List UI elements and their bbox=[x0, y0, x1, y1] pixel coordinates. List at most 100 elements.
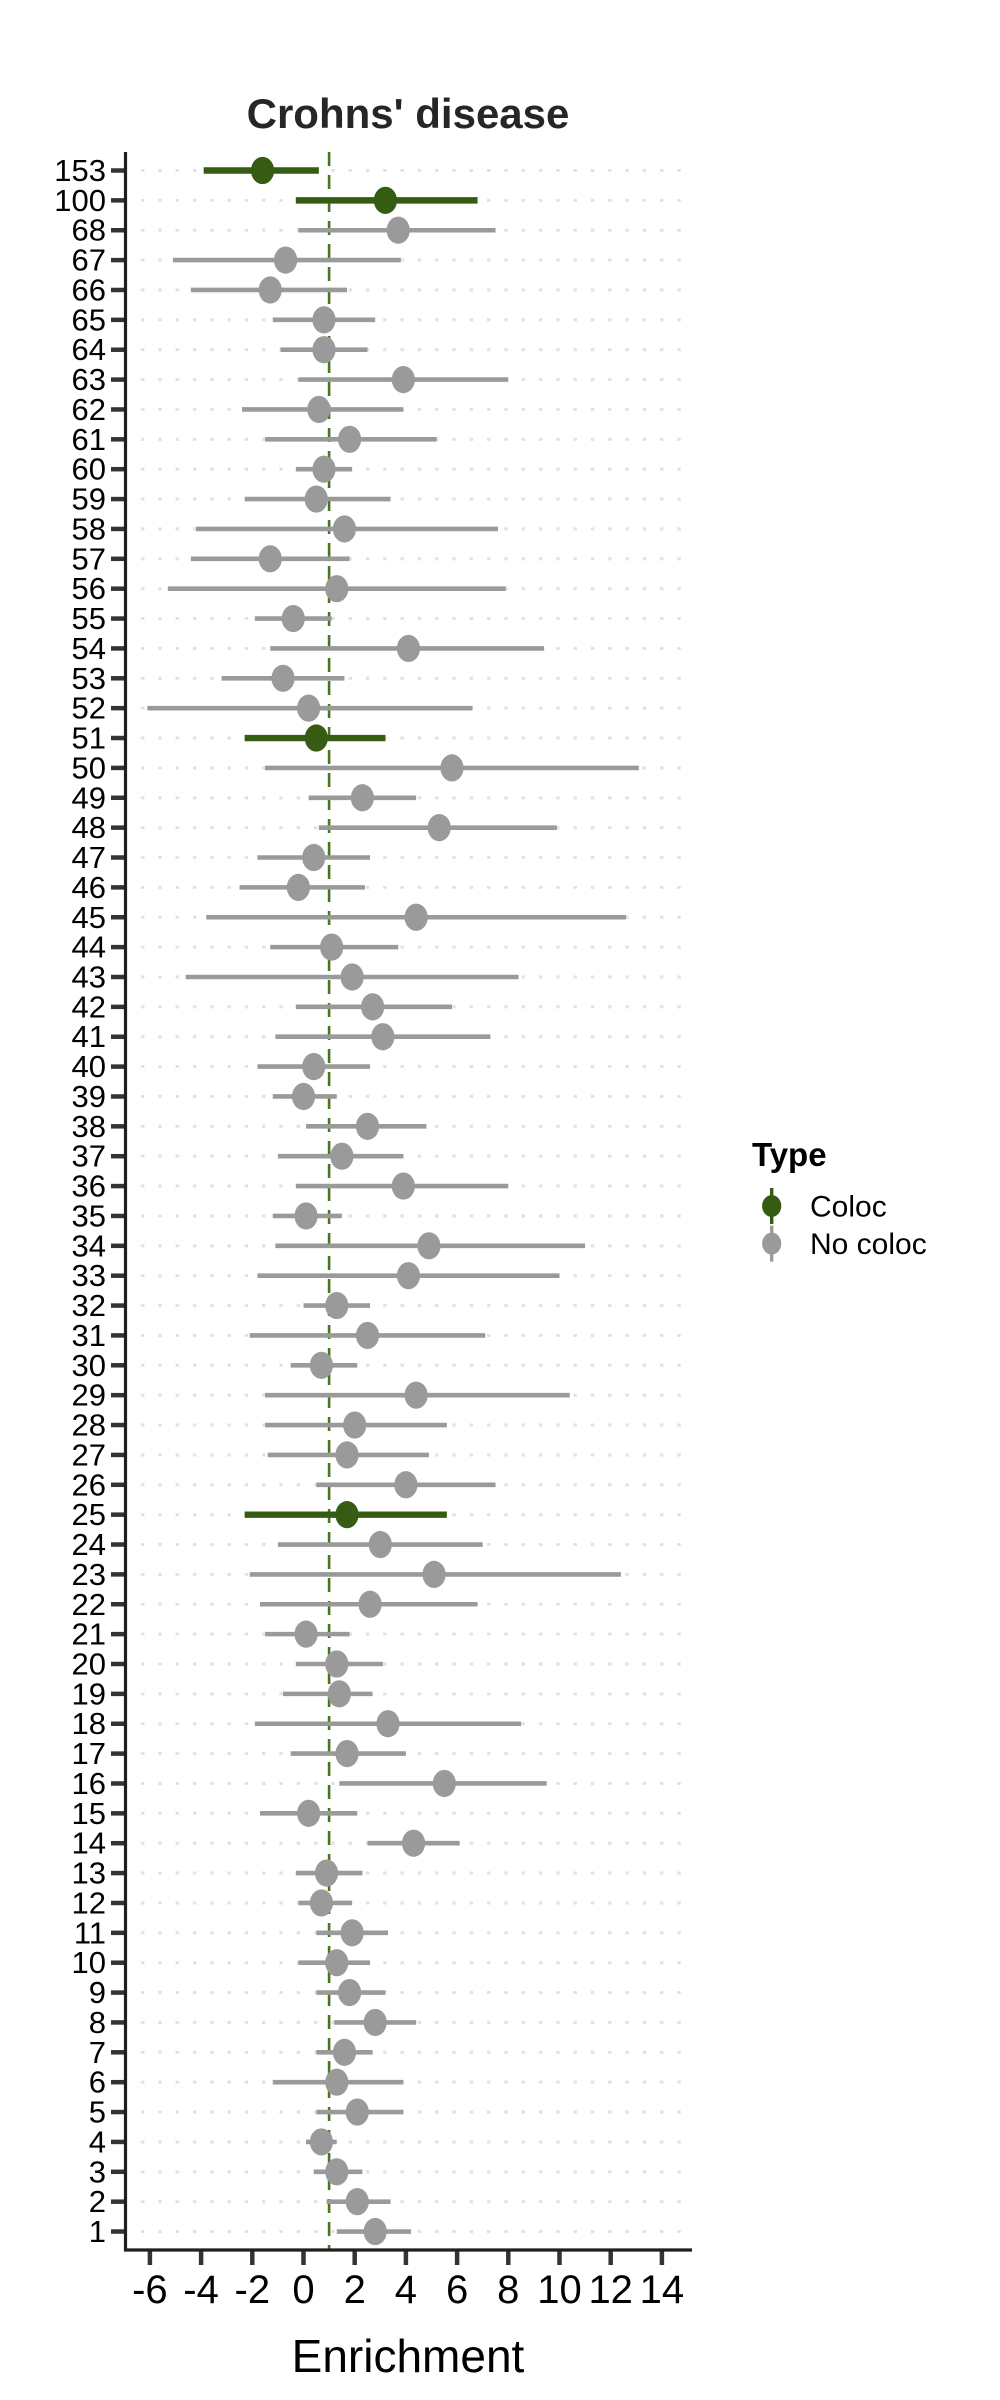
point-estimate bbox=[363, 2217, 387, 2246]
row-label: 55 bbox=[72, 601, 106, 636]
point-estimate bbox=[312, 455, 336, 483]
point-estimate bbox=[302, 1053, 326, 1081]
x-tick-label: 0 bbox=[292, 2268, 314, 2312]
pointrange-row-3 bbox=[313, 2158, 363, 2186]
row-label: 15 bbox=[72, 1796, 106, 1831]
legend-title: Type bbox=[752, 1136, 827, 1173]
row-label: 60 bbox=[72, 452, 106, 487]
row-label: 3 bbox=[89, 2154, 106, 2189]
row-label: 50 bbox=[72, 750, 106, 785]
row-label: 46 bbox=[72, 870, 106, 905]
row-label: 11 bbox=[74, 1915, 106, 1950]
pointrange-row-65 bbox=[272, 306, 376, 334]
point-estimate bbox=[335, 1740, 359, 1768]
row-label: 49 bbox=[72, 780, 106, 815]
pointrange-row-19 bbox=[283, 1680, 373, 1708]
point-estimate bbox=[309, 2128, 334, 2156]
chart-title: Crohns' disease bbox=[247, 90, 570, 137]
point-estimate bbox=[345, 2098, 369, 2126]
row-label: 25 bbox=[72, 1497, 106, 1532]
pointrange-row-63 bbox=[298, 365, 509, 394]
row-label: 12 bbox=[72, 1885, 106, 1920]
pointrange-row-6 bbox=[272, 2068, 404, 2096]
row-label: 61 bbox=[72, 422, 106, 457]
point-estimate bbox=[355, 1112, 380, 1140]
row-label: 47 bbox=[72, 840, 106, 875]
row-label: 62 bbox=[72, 392, 106, 427]
point-estimate bbox=[330, 1142, 354, 1170]
pointrange-row-1 bbox=[336, 2217, 412, 2246]
pointrange-row-41 bbox=[275, 1023, 491, 1051]
legend-item-label: No coloc bbox=[810, 1228, 927, 1261]
row-label: 22 bbox=[72, 1587, 106, 1622]
point-estimate bbox=[404, 1381, 428, 1409]
pointrange-row-9 bbox=[316, 1978, 386, 2007]
point-estimate bbox=[345, 2188, 369, 2216]
row-label: 36 bbox=[72, 1169, 106, 1204]
row-label: 14 bbox=[72, 1826, 106, 1861]
point-estimate bbox=[325, 1949, 349, 1977]
row-label: 38 bbox=[72, 1109, 106, 1144]
point-estimate bbox=[337, 425, 362, 453]
point-estimate bbox=[432, 1769, 456, 1798]
point-estimate bbox=[401, 1829, 426, 1857]
row-label: 17 bbox=[72, 1736, 106, 1771]
point-estimate bbox=[332, 515, 357, 543]
row-label: 43 bbox=[72, 959, 106, 994]
x-tick-label: 12 bbox=[588, 2268, 633, 2312]
pointrange-row-45 bbox=[206, 903, 627, 931]
pointrange-row-7 bbox=[316, 2038, 373, 2066]
row-label: 10 bbox=[72, 1945, 106, 1980]
x-tick-label: 10 bbox=[537, 2268, 582, 2312]
point-estimate bbox=[337, 1978, 362, 2007]
pointrange-row-32 bbox=[303, 1291, 371, 1320]
pointrange-row-37 bbox=[277, 1142, 404, 1170]
pointrange-row-21 bbox=[265, 1620, 350, 1648]
row-label: 53 bbox=[72, 661, 106, 696]
point-estimate bbox=[312, 336, 336, 364]
point-estimate bbox=[309, 1889, 334, 1917]
point-estimate bbox=[368, 1530, 392, 1559]
pointrange-row-61 bbox=[265, 425, 437, 453]
point-estimate bbox=[422, 1560, 446, 1588]
row-label: 5 bbox=[89, 2095, 106, 2130]
pointrange-row-38 bbox=[306, 1112, 427, 1140]
point-estimate bbox=[291, 1082, 316, 1111]
pointrange-row-12 bbox=[298, 1889, 353, 1917]
pointrange-row-33 bbox=[257, 1262, 560, 1290]
point-estimate bbox=[302, 843, 326, 872]
row-label: 63 bbox=[72, 362, 106, 397]
row-label: 44 bbox=[72, 930, 106, 965]
row-label: 153 bbox=[54, 153, 106, 188]
x-tick-label: 8 bbox=[497, 2268, 519, 2312]
row-label: 42 bbox=[72, 989, 106, 1024]
pointrange-row-100 bbox=[295, 186, 478, 214]
pointrange-row-48 bbox=[318, 814, 557, 842]
point-estimate bbox=[314, 1859, 339, 1887]
pointrange-row-16 bbox=[339, 1769, 547, 1798]
point-estimate bbox=[391, 365, 415, 394]
row-label: 30 bbox=[72, 1348, 106, 1383]
row-label: 28 bbox=[72, 1408, 106, 1443]
pointrange-row-36 bbox=[295, 1172, 509, 1200]
row-label: 20 bbox=[72, 1647, 106, 1682]
x-tick-label: 14 bbox=[640, 2268, 685, 2312]
point-estimate bbox=[340, 1919, 364, 1947]
row-label: 13 bbox=[72, 1856, 106, 1891]
row-label: 27 bbox=[72, 1437, 106, 1472]
row-label: 58 bbox=[72, 511, 106, 546]
pointrange-row-44 bbox=[270, 933, 399, 961]
pointrange-row-8 bbox=[334, 2008, 417, 2037]
pointrange-row-64 bbox=[280, 336, 368, 364]
pointrange-row-51 bbox=[244, 724, 386, 752]
point-estimate bbox=[376, 1710, 400, 1738]
pointrange-row-67 bbox=[172, 246, 401, 274]
row-label: 2 bbox=[89, 2184, 106, 2219]
point-estimate bbox=[286, 873, 310, 901]
point-estimate bbox=[350, 784, 374, 812]
pointrange-row-54 bbox=[270, 634, 545, 663]
point-estimate bbox=[304, 724, 328, 752]
no-coloc-point-icon bbox=[762, 1232, 782, 1255]
x-axis-title: Enrichment bbox=[292, 2330, 525, 2382]
